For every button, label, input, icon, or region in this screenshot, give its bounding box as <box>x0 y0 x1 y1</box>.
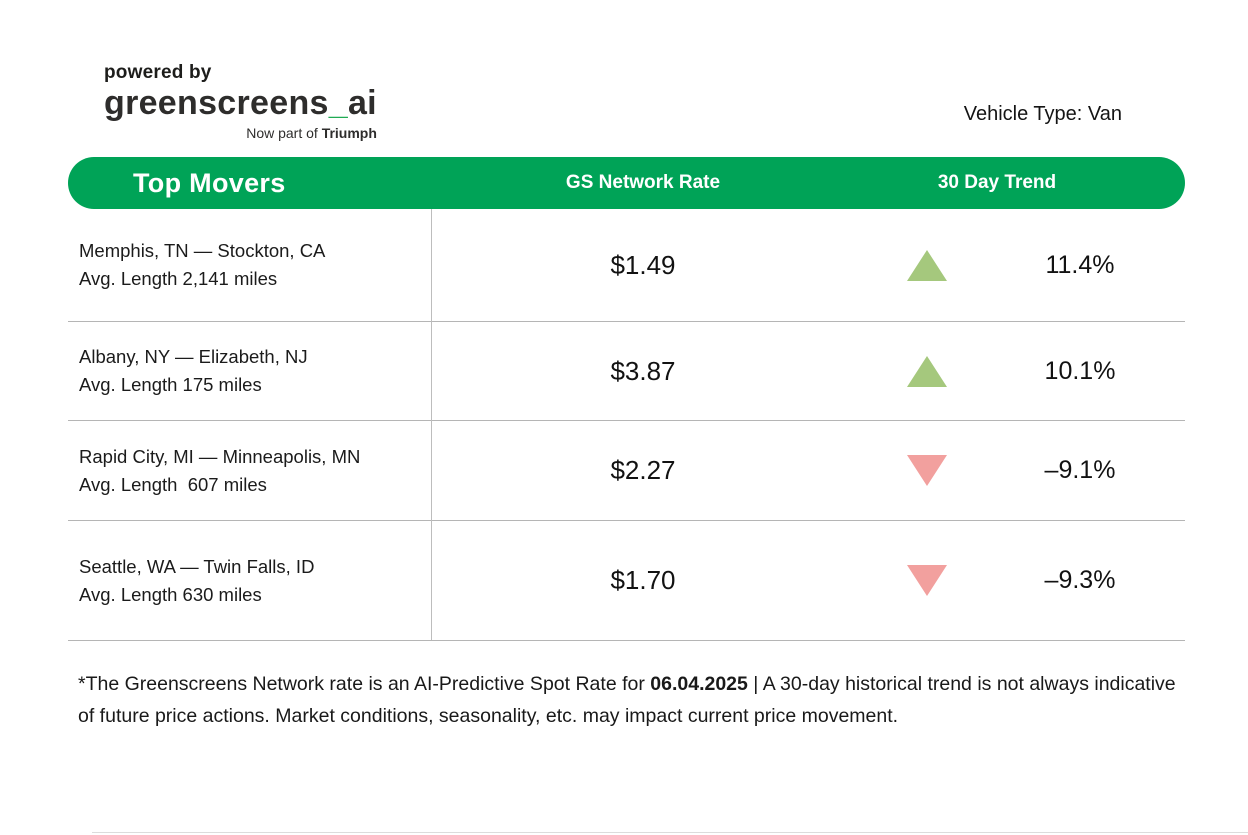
vehicle-type-label: Vehicle Type: Van <box>963 103 1122 125</box>
trend-up-triangle-icon <box>907 249 947 281</box>
tagline-triumph: Triumph <box>321 125 377 142</box>
trend-cell: 11.4% <box>855 209 1185 321</box>
logo-underscore-accent: _ <box>328 84 348 122</box>
disclaimer-footnote: *The Greenscreens Network rate is an AI-… <box>78 668 1184 732</box>
lane-cell: Memphis, TN — Stockton, CA Avg. Length 2… <box>68 209 431 321</box>
trend-percent: –9.3% <box>1044 566 1116 594</box>
rate-cell: $1.49 <box>610 249 676 280</box>
trend-cell: 10.1% <box>855 322 1185 420</box>
trend-cell: –9.3% <box>855 521 1185 640</box>
greenscreens-ai-logo: greenscreens_ai <box>104 84 377 123</box>
trend-percent: –9.1% <box>1044 456 1116 484</box>
footnote-date: 06.04.2025 <box>650 673 748 695</box>
trend-cell: –9.1% <box>855 421 1185 520</box>
footnote-text-before-date: *The Greenscreens Network rate is an AI-… <box>78 673 651 695</box>
lane-name: Seattle, WA — Twin Falls, ID <box>79 555 315 577</box>
trend-down-triangle-icon <box>907 565 947 596</box>
column-header-30-day-trend: 30 Day Trend <box>937 172 1057 193</box>
lane-name: Memphis, TN — Stockton, CA <box>79 240 326 261</box>
powered-by-text: powered by <box>104 62 212 83</box>
table-row: Seattle, WA — Twin Falls, ID Avg. Length… <box>68 520 1185 640</box>
footnote-text-after-date: | A 30-day historical trend is not alway… <box>78 673 1176 727</box>
lane-cell: Albany, NY — Elizabeth, NJ Avg. Length 1… <box>68 322 431 420</box>
column-header-gs-network-rate: GS Network Rate <box>565 172 721 193</box>
logo-tagline: Now part of Triumph <box>104 125 377 141</box>
lane-cell: Rapid City, MI — Minneapolis, MN Avg. Le… <box>68 421 431 520</box>
logo-main-text: greenscreens <box>104 84 329 122</box>
table-row: Memphis, TN — Stockton, CA Avg. Length 2… <box>68 209 1185 321</box>
table-row: Albany, NY — Elizabeth, NJ Avg. Length 1… <box>68 321 1185 420</box>
table-row: Rapid City, MI — Minneapolis, MN Avg. Le… <box>68 420 1185 520</box>
lane-cell: Seattle, WA — Twin Falls, ID Avg. Length… <box>68 521 431 640</box>
trend-down-triangle-icon <box>907 455 947 486</box>
rate-cell: $2.27 <box>610 455 676 485</box>
top-movers-title: Top Movers <box>133 167 286 198</box>
lane-avg-length: Avg. Length 175 miles <box>79 374 262 395</box>
lane-name: Rapid City, MI — Minneapolis, MN <box>79 445 361 467</box>
trend-up-triangle-icon <box>907 355 947 387</box>
top-movers-table: Memphis, TN — Stockton, CA Avg. Length 2… <box>68 209 1185 641</box>
bottom-edge-line <box>92 832 1248 833</box>
tagline-prefix: Now part of <box>246 125 322 142</box>
lane-avg-length: Avg. Length 2,141 miles <box>79 268 278 289</box>
trend-percent: 10.1% <box>1044 356 1116 385</box>
logo-suffix-text: ai <box>347 84 377 122</box>
lane-avg-length: Avg. Length 607 miles <box>79 473 267 495</box>
rate-cell: $1.70 <box>610 565 676 595</box>
table-header-bar: Top Movers GS Network Rate 30 Day Trend <box>68 157 1185 209</box>
lane-avg-length: Avg. Length 630 miles <box>79 583 262 605</box>
brand-logo: powered by greenscreens_ai Now part of T… <box>104 62 377 141</box>
rate-cell: $3.87 <box>610 355 676 386</box>
lane-name: Albany, NY — Elizabeth, NJ <box>79 346 308 367</box>
trend-percent: 11.4% <box>1045 250 1115 279</box>
